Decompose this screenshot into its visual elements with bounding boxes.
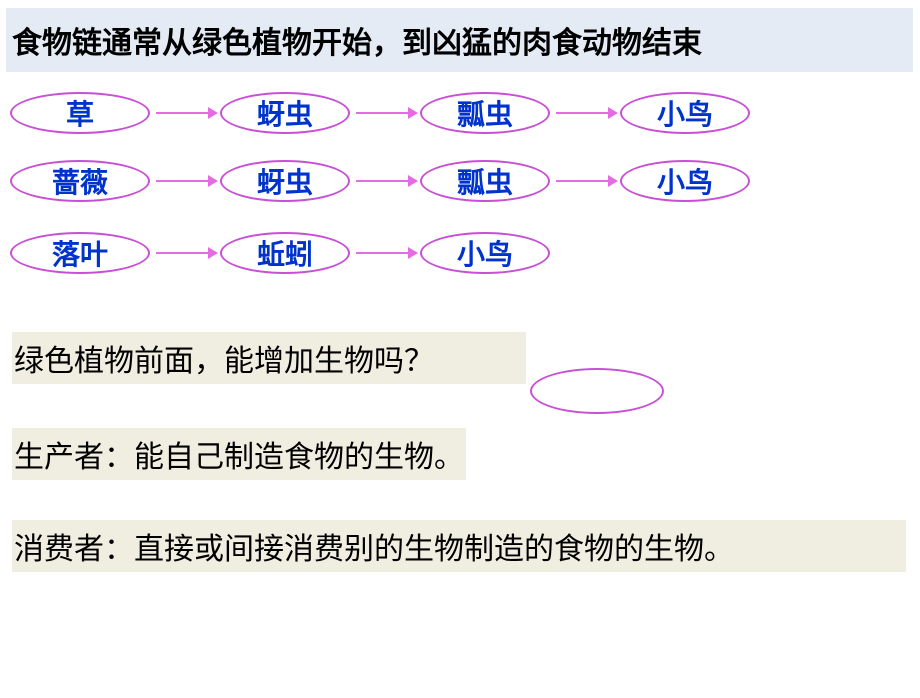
chain-node: 小鸟: [420, 232, 550, 274]
food-chain-1: 草 蚜虫 瓢虫 小鸟: [10, 88, 920, 138]
arrow-icon: [350, 171, 420, 191]
food-chain-3: 落叶 蚯蚓 小鸟: [10, 228, 920, 278]
chain-node: 落叶: [10, 232, 150, 274]
chain-node: 草: [10, 92, 150, 134]
food-chain-2: 蔷薇 蚜虫 瓢虫 小鸟: [10, 156, 920, 206]
title-bar: 食物链通常从绿色植物开始，到凶猛的肉食动物结束: [6, 8, 913, 72]
chain-node: 瓢虫: [420, 92, 550, 134]
chain-node: 小鸟: [620, 160, 750, 202]
arrow-icon: [150, 171, 220, 191]
arrow-icon: [150, 103, 220, 123]
arrow-icon: [350, 243, 420, 263]
question-text: 绿色植物前面，能增加生物吗？: [12, 332, 526, 384]
consumer-definition: 消费者：直接或间接消费别的生物制造的食物的生物。: [12, 520, 906, 572]
arrow-icon: [550, 171, 620, 191]
chain-node: 蚜虫: [220, 160, 350, 202]
arrow-icon: [150, 243, 220, 263]
chain-node: 瓢虫: [420, 160, 550, 202]
chain-node: 蚯蚓: [220, 232, 350, 274]
arrow-icon: [350, 103, 420, 123]
chain-node: 小鸟: [620, 92, 750, 134]
producer-definition: 生产者：能自己制造食物的生物。: [12, 428, 466, 480]
chain-node: 蔷薇: [10, 160, 150, 202]
partial-ellipse: [530, 368, 664, 414]
arrow-icon: [550, 103, 620, 123]
chain-node: 蚜虫: [220, 92, 350, 134]
